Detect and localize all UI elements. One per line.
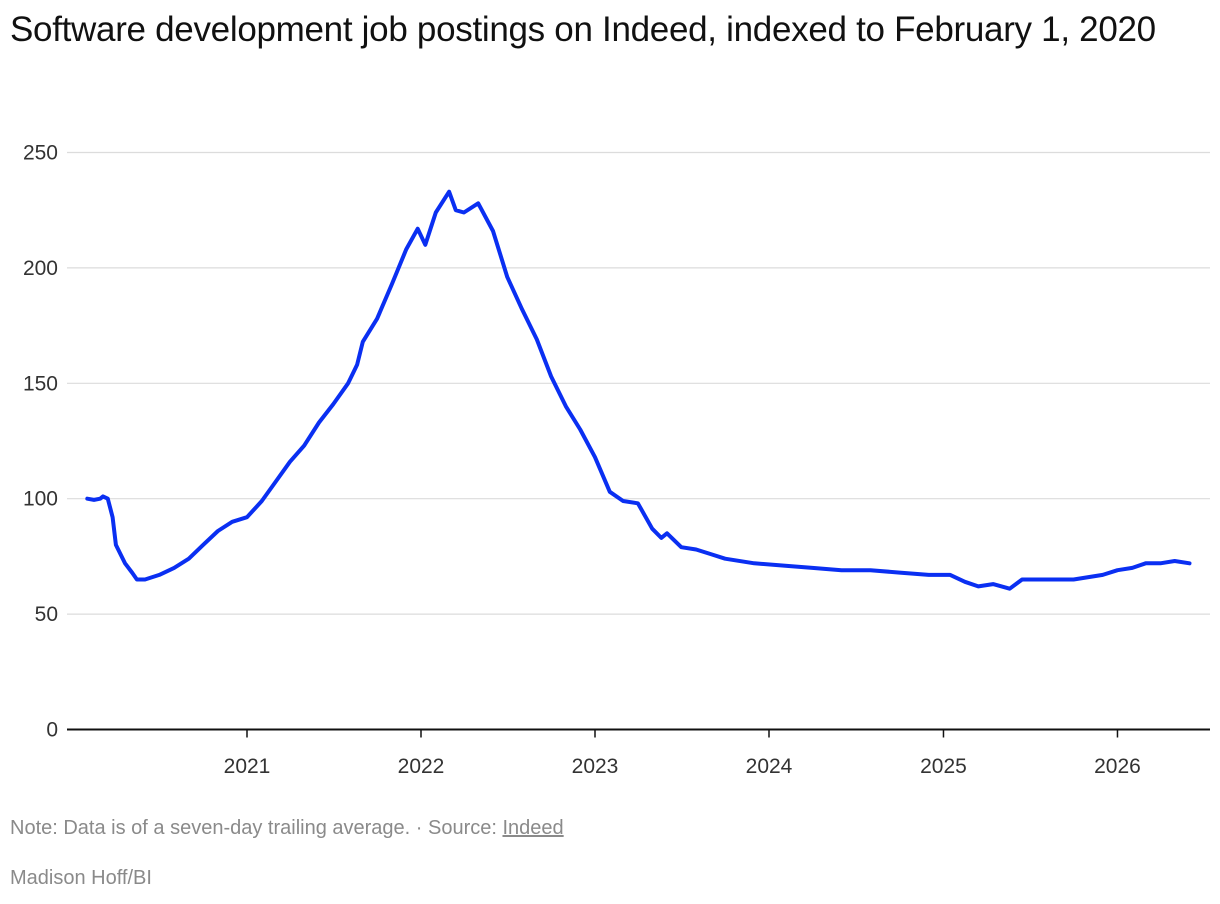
x-tick-label: 2025: [920, 755, 967, 778]
chart-title: Software development job postings on Ind…: [10, 10, 1156, 49]
y-tick-label: 100: [23, 488, 58, 511]
chart-credit: Madison Hoff/BI: [10, 867, 152, 889]
y-tick-label: 50: [35, 603, 58, 626]
x-tick-label: 2022: [398, 755, 445, 778]
x-tick-label: 2021: [224, 755, 271, 778]
gridlines: [67, 151, 1210, 615]
y-tick-label: 200: [23, 257, 58, 280]
chart-note: Note: Data is of a seven-day trailing av…: [10, 817, 564, 840]
note-text: Note: Data is of a seven-day trailing av…: [10, 817, 503, 839]
y-axis-ticks: 0 50 100 150 200 250: [23, 142, 58, 742]
x-tick-label: 2023: [572, 755, 619, 778]
y-tick-label: 250: [23, 142, 58, 165]
y-tick-label: 150: [23, 372, 58, 395]
x-axis-ticks: 2021 2022 2023 2024 2025 2026: [224, 729, 1141, 778]
y-tick-label: 0: [46, 719, 58, 742]
line-chart: 0 50 100 150 200 250 2021 2022 2023 2024 2025 2026: [23, 142, 1210, 778]
x-tick-label: 2026: [1094, 755, 1141, 778]
source-link[interactable]: Indeed: [502, 817, 564, 839]
x-tick-label: 2024: [746, 755, 793, 778]
series-line: [85, 189, 1192, 591]
